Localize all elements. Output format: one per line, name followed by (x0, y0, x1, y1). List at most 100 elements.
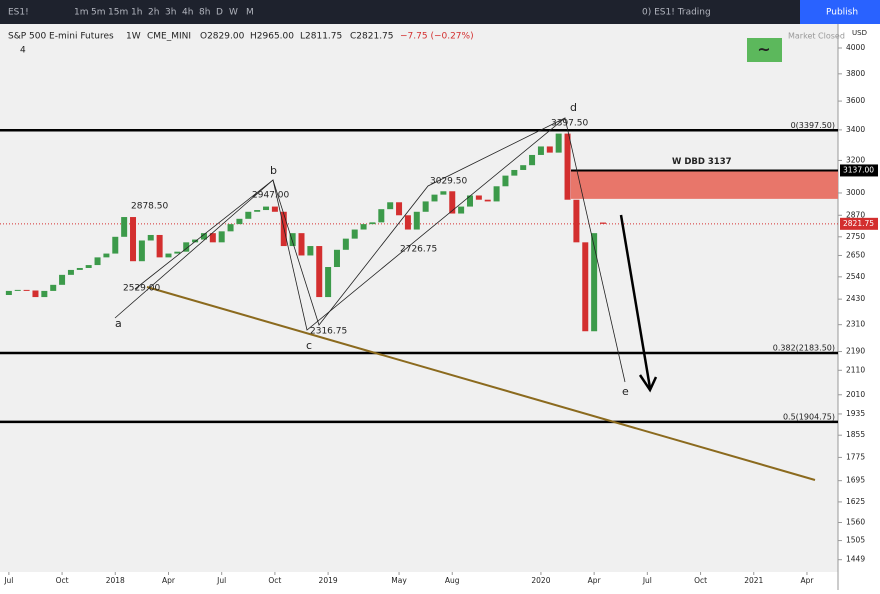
candle (369, 222, 376, 225)
x-tick-label: Oct (268, 576, 281, 585)
candle (227, 224, 234, 232)
header-high: H2965.00 (250, 32, 294, 42)
candle (351, 229, 358, 239)
candle (245, 211, 252, 219)
candle (316, 246, 323, 298)
x-tick-label: Oct (56, 576, 69, 585)
price-axis-bg (838, 24, 880, 590)
candle (502, 175, 509, 187)
publish-text[interactable]: Publish (826, 8, 858, 18)
candle (112, 236, 119, 254)
y-tick-label: 2750 (846, 232, 865, 241)
point-label: 2529.00 (123, 284, 160, 294)
candle (546, 146, 553, 153)
y-tick-label: 3000 (846, 188, 865, 197)
price-tag (840, 217, 878, 230)
interval[interactable]: 1m (74, 8, 89, 18)
wave-label: b (270, 164, 277, 177)
candle (192, 239, 199, 243)
interval[interactable]: 5m (91, 8, 106, 18)
y-tick-label: 4000 (846, 43, 865, 52)
candle (94, 257, 101, 266)
header-name: S&P 500 E-mini Futures (8, 32, 114, 42)
indicator-count: 4 (20, 46, 26, 56)
candle (76, 267, 83, 270)
annotations: 2878.50 2947.00 3029.50 3397.50 2529.00 … (114, 101, 816, 481)
candle (333, 249, 340, 268)
y-tick-label: 1695 (846, 476, 865, 485)
candle (378, 209, 385, 223)
market-status: Market Closed (788, 32, 845, 41)
candle (582, 242, 589, 332)
badge-text[interactable]: ~ (757, 40, 770, 59)
time-axis-bg (0, 572, 880, 590)
header-exchange: CME_MINI (147, 32, 191, 42)
candle (271, 206, 278, 212)
candle (520, 165, 527, 170)
y-tick-label: 2870 (846, 210, 865, 219)
candle (449, 191, 456, 214)
toolbar: ES1! 1m 5m 15m 1h 2h 3h 4h 8h D W M 0) ES1! Tradin… (0, 0, 880, 24)
interval[interactable]: D (216, 8, 223, 18)
header-close: C2821.75 (350, 32, 394, 42)
layout-name[interactable]: 0) ES1! Trading (642, 8, 711, 18)
candle (5, 290, 12, 296)
level-label: 0(3397.50) (791, 121, 835, 130)
badge[interactable] (747, 38, 782, 62)
point-label: 2878.50 (131, 202, 168, 212)
interval[interactable]: 8h (199, 8, 210, 18)
candle (121, 217, 128, 237)
candle (174, 251, 181, 254)
candle (422, 201, 429, 212)
candle (130, 217, 137, 262)
interval[interactable]: 2h (148, 8, 159, 18)
y-tick-label: 3600 (846, 96, 865, 105)
candle (431, 194, 438, 202)
candle (537, 146, 544, 155)
publish-btn[interactable] (800, 0, 880, 24)
candle (59, 274, 66, 285)
wave-label: c (306, 339, 312, 352)
candle (218, 231, 225, 243)
wave-label: e (622, 385, 629, 398)
price-tag (840, 164, 878, 177)
candle (564, 133, 571, 200)
candle (475, 195, 482, 200)
candle (493, 186, 500, 202)
wave-label: a (115, 317, 122, 330)
candle (289, 233, 296, 247)
point-label: 2947.00 (252, 191, 289, 201)
candle (263, 206, 270, 211)
y-tick-label: 2310 (846, 320, 865, 329)
zone (571, 170, 838, 199)
y-tick-label: 2190 (846, 347, 865, 356)
interval[interactable]: W (229, 8, 238, 18)
y-tick-label: 2010 (846, 390, 865, 399)
wave-label: d (570, 101, 577, 114)
candle (529, 154, 536, 166)
x-tick-label: 2019 (319, 576, 338, 585)
interval[interactable]: 4h (182, 8, 193, 18)
y-tick-label: 1855 (846, 430, 865, 439)
y-tick-label: 3200 (846, 155, 865, 164)
interval[interactable]: 1h (131, 8, 142, 18)
candle (32, 290, 39, 298)
point-label: 3029.50 (430, 177, 467, 187)
level-label: 0.382(2183.50) (773, 344, 835, 353)
toolbar-bg (0, 0, 880, 24)
candle (254, 210, 261, 212)
candle (209, 233, 216, 243)
candle (342, 238, 349, 250)
interval[interactable]: 15m (108, 8, 128, 18)
y-tick-label: 1560 (846, 517, 865, 526)
candle (23, 289, 30, 291)
interval[interactable]: 3h (165, 8, 176, 18)
candle (236, 218, 243, 225)
symbol[interactable]: ES1! (8, 8, 29, 18)
y-tick-label: 1935 (846, 409, 865, 418)
interval[interactable]: M (246, 8, 254, 18)
candle (360, 224, 367, 230)
y-tick-label: 1775 (846, 452, 865, 461)
